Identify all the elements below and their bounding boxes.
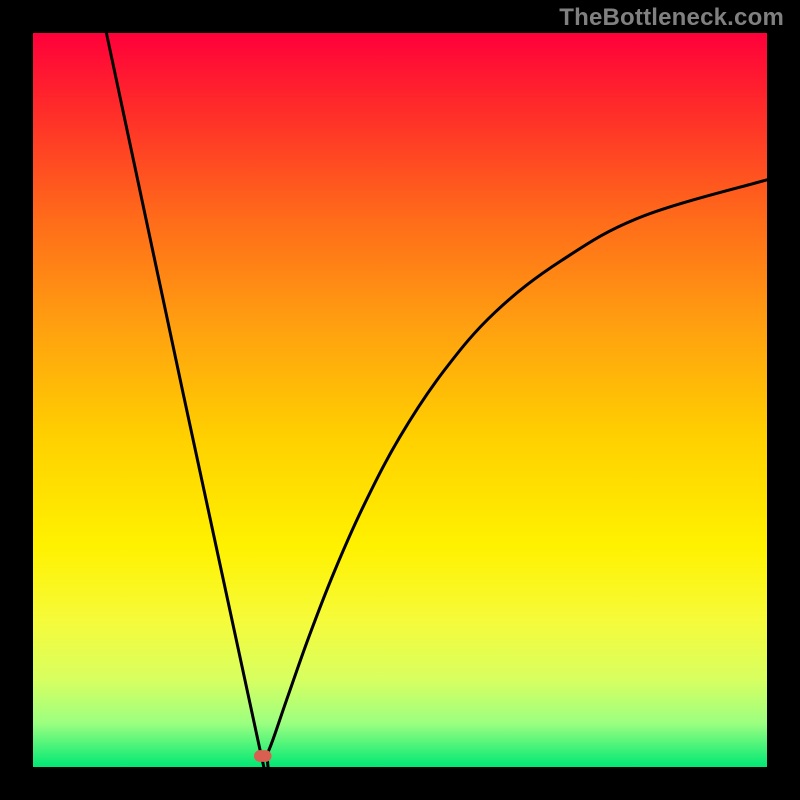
chart-frame: TheBottleneck.com xyxy=(0,0,800,800)
minimum-marker xyxy=(254,750,272,762)
watermark-text: TheBottleneck.com xyxy=(559,4,784,32)
gradient-background xyxy=(33,33,767,767)
bottleneck-chart xyxy=(33,33,767,767)
